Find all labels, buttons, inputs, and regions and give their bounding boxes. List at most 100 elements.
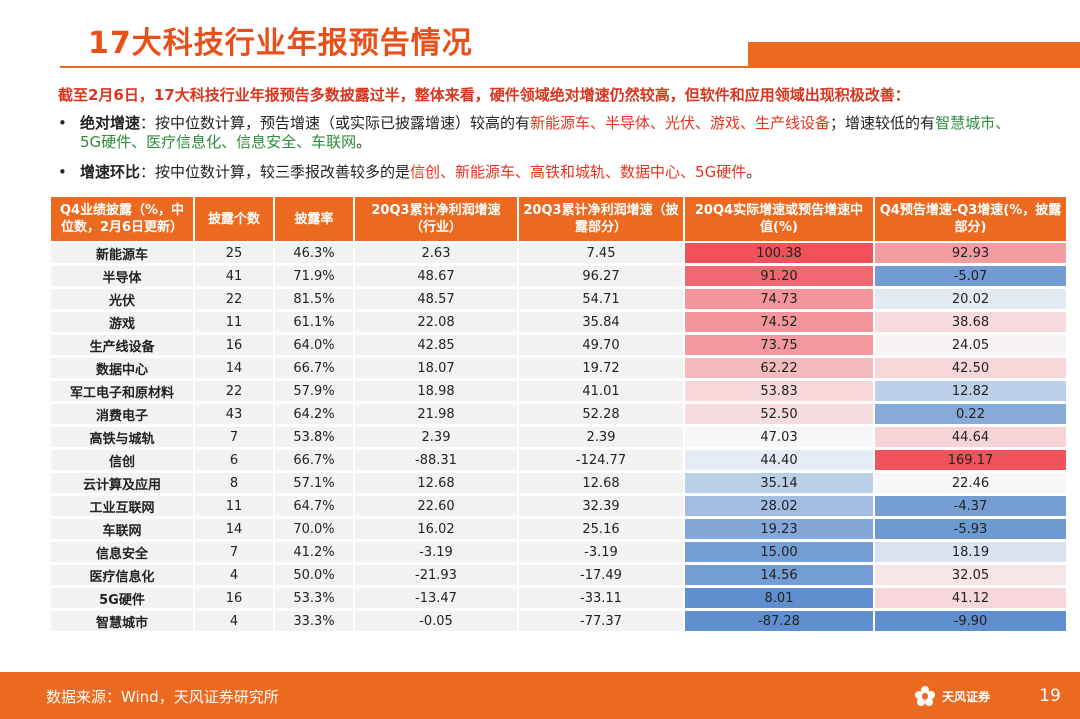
count-cell: 14 (195, 358, 273, 379)
q4-growth-cell: 53.83 (685, 381, 873, 402)
q3-disclosed-cell: 25.16 (519, 519, 683, 540)
q3-industry-cell: 42.85 (355, 335, 517, 356)
count-cell: 25 (195, 243, 273, 264)
industry-cell: 信创 (51, 450, 193, 471)
rate-cell: 66.7% (275, 450, 353, 471)
industry-cell: 光伏 (51, 289, 193, 310)
rate-cell: 64.7% (275, 496, 353, 517)
bullet-absolute-growth: • 绝对增速：按中位数计算，预告增速（或实际已披露增速）较高的有新能源车、半导体… (58, 114, 1011, 151)
q4-minus-q3-cell: -5.93 (875, 519, 1066, 540)
industry-cell: 游戏 (51, 312, 193, 333)
q3-industry-cell: 18.98 (355, 381, 517, 402)
q4-growth-cell: 35.14 (685, 473, 873, 494)
count-cell: 41 (195, 266, 273, 287)
q4-growth-cell: 62.22 (685, 358, 873, 379)
q3-industry-cell: 48.67 (355, 266, 517, 287)
count-cell: 4 (195, 611, 273, 632)
industry-cell: 半导体 (51, 266, 193, 287)
header-industry: Q4业绩披露（%，中位数，2月6日更新） (51, 197, 193, 241)
rate-cell: 53.3% (275, 588, 353, 609)
q3-disclosed-cell: 49.70 (519, 335, 683, 356)
q3-industry-cell: -3.19 (355, 542, 517, 563)
count-cell: 16 (195, 335, 273, 356)
q4-minus-q3-cell: 92.93 (875, 243, 1066, 264)
bullet-label: 增速环比 (80, 163, 141, 181)
q3-disclosed-cell: -33.11 (519, 588, 683, 609)
rate-cell: 46.3% (275, 243, 353, 264)
page-title: 17大科技行业年报预告情况 (88, 26, 473, 61)
earnings-forecast-table: Q4业绩披露（%，中位数，2月6日更新） 披露个数 披露率 20Q3累计净利润增… (49, 195, 1068, 634)
q3-industry-cell: -0.05 (355, 611, 517, 632)
table-row: 5G硬件 16 53.3% -13.47 -33.11 8.01 41.12 (51, 588, 1066, 609)
q4-growth-cell: 52.50 (685, 404, 873, 425)
q3-industry-cell: 12.68 (355, 473, 517, 494)
q3-industry-cell: 16.02 (355, 519, 517, 540)
q4-growth-cell: 73.75 (685, 335, 873, 356)
industry-cell: 车联网 (51, 519, 193, 540)
table-row: 智慧城市 4 33.3% -0.05 -77.37 -87.28 -9.90 (51, 611, 1066, 632)
rate-cell: 57.9% (275, 381, 353, 402)
count-cell: 8 (195, 473, 273, 494)
industry-cell: 消费电子 (51, 404, 193, 425)
q3-disclosed-cell: 12.68 (519, 473, 683, 494)
q4-minus-q3-cell: 44.64 (875, 427, 1066, 448)
rate-cell: 64.0% (275, 335, 353, 356)
table-row: 新能源车 25 46.3% 2.63 7.45 100.38 92.93 (51, 243, 1066, 264)
q4-growth-cell: 74.52 (685, 312, 873, 333)
table-row: 工业互联网 11 64.7% 22.60 32.39 28.02 -4.37 (51, 496, 1066, 517)
q4-growth-cell: 8.01 (685, 588, 873, 609)
count-cell: 6 (195, 450, 273, 471)
q4-growth-cell: 100.38 (685, 243, 873, 264)
flower-logo-icon (915, 686, 935, 706)
q4-minus-q3-cell: 38.68 (875, 312, 1066, 333)
q3-disclosed-cell: 7.45 (519, 243, 683, 264)
count-cell: 11 (195, 312, 273, 333)
industry-cell: 新能源车 (51, 243, 193, 264)
title-accent-bar (748, 42, 1080, 66)
table-row: 信创 6 66.7% -88.31 -124.77 44.40 169.17 (51, 450, 1066, 471)
rate-cell: 50.0% (275, 565, 353, 586)
header-rate: 披露率 (275, 197, 353, 241)
bullet-label: 绝对增速 (80, 114, 141, 132)
q3-disclosed-cell: 54.71 (519, 289, 683, 310)
table-row: 信息安全 7 41.2% -3.19 -3.19 15.00 18.19 (51, 542, 1066, 563)
q3-disclosed-cell: -124.77 (519, 450, 683, 471)
q3-industry-cell: 2.63 (355, 243, 517, 264)
q3-disclosed-cell: -3.19 (519, 542, 683, 563)
industry-cell: 信息安全 (51, 542, 193, 563)
highlight-improvement: 信创、新能源车、高铁和城轨、数据中心、5G硬件 (410, 163, 747, 181)
q4-growth-cell: 19.23 (685, 519, 873, 540)
q4-growth-cell: 44.40 (685, 450, 873, 471)
q4-minus-q3-cell: 24.05 (875, 335, 1066, 356)
rate-cell: 53.8% (275, 427, 353, 448)
count-cell: 11 (195, 496, 273, 517)
table-row: 消费电子 43 64.2% 21.98 52.28 52.50 0.22 (51, 404, 1066, 425)
q4-growth-cell: 74.73 (685, 289, 873, 310)
table-row: 车联网 14 70.0% 16.02 25.16 19.23 -5.93 (51, 519, 1066, 540)
q4-minus-q3-cell: -5.07 (875, 266, 1066, 287)
industry-cell: 医疗信息化 (51, 565, 193, 586)
q4-minus-q3-cell: 0.22 (875, 404, 1066, 425)
table-row: 医疗信息化 4 50.0% -21.93 -17.49 14.56 32.05 (51, 565, 1066, 586)
count-cell: 7 (195, 542, 273, 563)
q4-minus-q3-cell: 18.19 (875, 542, 1066, 563)
header-q4-minus-q3: Q4预告增速-Q3增速(%，披露部分) (875, 197, 1066, 241)
q3-industry-cell: 22.60 (355, 496, 517, 517)
q4-minus-q3-cell: 22.46 (875, 473, 1066, 494)
q3-disclosed-cell: 35.84 (519, 312, 683, 333)
rate-cell: 81.5% (275, 289, 353, 310)
q3-industry-cell: -13.47 (355, 588, 517, 609)
count-cell: 14 (195, 519, 273, 540)
industry-cell: 高铁与城轨 (51, 427, 193, 448)
q3-disclosed-cell: 32.39 (519, 496, 683, 517)
header-q3-industry: 20Q3累计净利润增速（行业） (355, 197, 517, 241)
industry-cell: 数据中心 (51, 358, 193, 379)
q4-minus-q3-cell: -9.90 (875, 611, 1066, 632)
count-cell: 43 (195, 404, 273, 425)
industry-cell: 工业互联网 (51, 496, 193, 517)
intro-summary: 截至2月6日，17大科技行业年报预告多数披露过半，整体来看，硬件领域绝对增速仍然… (58, 86, 910, 104)
q3-disclosed-cell: -17.49 (519, 565, 683, 586)
q3-industry-cell: 48.57 (355, 289, 517, 310)
q4-minus-q3-cell: -4.37 (875, 496, 1066, 517)
table-row: 云计算及应用 8 57.1% 12.68 12.68 35.14 22.46 (51, 473, 1066, 494)
